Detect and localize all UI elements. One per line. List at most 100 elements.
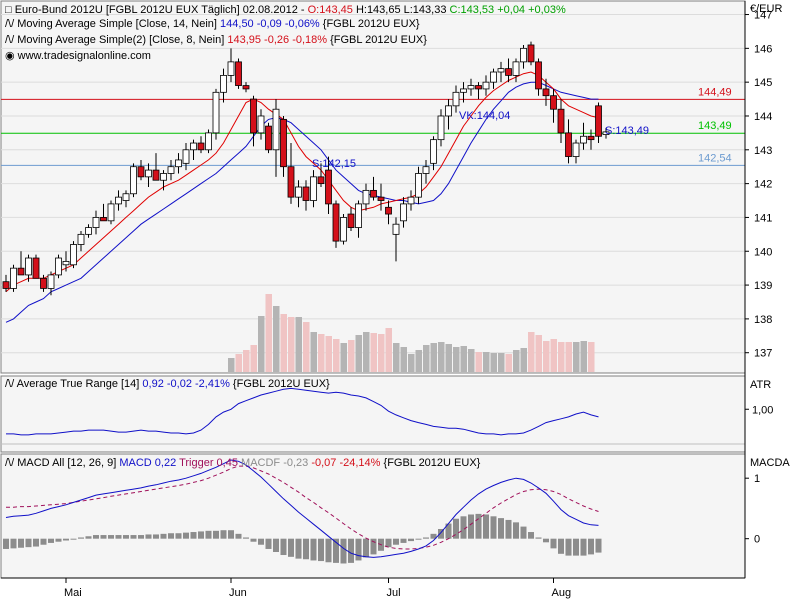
macdf-bar (63, 538, 69, 541)
candle-body (355, 203, 362, 228)
time-tick-label: Aug (552, 587, 572, 599)
macd-line (5, 459, 599, 558)
candle-body (475, 85, 482, 90)
atr-line (6, 387, 599, 436)
high-low-value: H:143,65 L:143,33 (356, 4, 450, 16)
macdf-bar (438, 529, 444, 539)
macdf-bar (273, 538, 279, 552)
candle-body (527, 44, 535, 63)
volume-bar (243, 350, 250, 372)
indicator-wave-icon: /\/ (5, 457, 15, 469)
volume-bar (520, 348, 527, 372)
macd-axis-label: MACDA (750, 457, 790, 469)
macdf-bar (325, 538, 332, 563)
macdf-bar (190, 532, 197, 539)
macdf-bar (198, 531, 204, 539)
volume-bar (490, 353, 497, 372)
atr-header: /\/ Average True Range [14] 0,92 -0,02 -… (5, 378, 330, 390)
macdf-bar (580, 538, 587, 556)
candle-body (115, 196, 122, 205)
candle-body (557, 108, 565, 134)
volume-bar (273, 306, 280, 372)
candle-body (340, 217, 347, 242)
candle-body (392, 223, 400, 235)
candle-body (602, 131, 610, 135)
indicator-wave-icon: /\/ (5, 18, 15, 30)
candle-body (497, 68, 505, 73)
macdf-bar (370, 538, 377, 555)
volume-bar (430, 343, 437, 372)
volume-bar (528, 332, 535, 372)
candle-body (482, 81, 490, 90)
candle-body (85, 227, 92, 235)
candle-body (385, 206, 392, 215)
macd-header: /\/ MACD All [12, 26, 9] MACD 0,22 Trigg… (5, 457, 481, 469)
candle-body (100, 217, 107, 222)
candle-body (235, 61, 242, 86)
trigger-value: Trigger 0,45 (179, 457, 238, 469)
volume-bar (258, 316, 265, 372)
macd-tick-label: 1 (754, 473, 760, 485)
candle-body (25, 257, 32, 276)
volume-bar (280, 314, 287, 372)
sma14-tail: {FGBL 2012U EUX} (323, 18, 420, 30)
volume-bar (550, 339, 557, 372)
volume-bars (228, 294, 595, 372)
volume-bar (325, 336, 332, 372)
volume-bar (438, 342, 445, 372)
macdf-bar (175, 533, 182, 539)
level-label-green: 143,49 (698, 120, 732, 132)
candle-body (242, 85, 250, 90)
candle-body (205, 132, 212, 151)
volume-bar (408, 354, 415, 372)
macdf-bar (355, 538, 362, 561)
website-label[interactable]: www.tradesignalonline.com (17, 50, 151, 62)
price-tick-label: 146 (754, 43, 772, 55)
support-annotation-2: S:143,49 (605, 125, 649, 137)
volume-bar (378, 334, 385, 372)
macdf-bar (160, 533, 167, 539)
candle-body (55, 257, 62, 276)
candle-body (400, 203, 407, 222)
macdf-bar (475, 513, 482, 539)
macdf-bar (70, 538, 77, 540)
vk-annotation: VK:144,04 (459, 110, 510, 122)
macdf-bar (393, 538, 399, 545)
chart-expand-icon[interactable]: □ (5, 4, 15, 16)
sma8-header: /\/ Moving Average Simple(2) [Close, 8, … (5, 34, 427, 46)
macdf-bar (310, 538, 317, 561)
macd-plot: 10 (3, 459, 760, 564)
macdf-bar (33, 538, 39, 547)
macdf-bar (93, 535, 99, 539)
candle-body (122, 193, 130, 201)
candle-body (415, 173, 422, 198)
volume-bar (483, 352, 490, 372)
candle-body (550, 95, 557, 110)
price-tick-label: 147 (754, 10, 772, 22)
trigger-line (6, 465, 599, 550)
price-gridlines (1, 14, 745, 354)
macdf-bar (288, 538, 294, 557)
macd-tail: {FGBL 2012U EUX} (384, 457, 481, 469)
currency-label: €/EUR (750, 3, 782, 15)
candle-body (190, 142, 197, 151)
macdf-bar (363, 538, 369, 558)
atr-plot: 1,00 (1, 387, 773, 445)
candle-body (47, 274, 55, 289)
candle-body (130, 166, 137, 195)
macd-value: MACD 0,22 (119, 457, 176, 469)
price-tick-label: 138 (754, 314, 772, 326)
macdf-bar (430, 533, 437, 539)
macd-panel (0, 453, 746, 579)
candle-body (490, 71, 497, 83)
volume-bar (415, 350, 422, 372)
volume-bar (228, 358, 235, 372)
volume-bar (573, 342, 580, 372)
candle-body (460, 88, 467, 93)
candle-body (512, 61, 520, 76)
macdf-bar (183, 532, 189, 539)
price-tick-label: 142 (754, 179, 772, 191)
macdf-bar (550, 538, 557, 549)
volume-bar (303, 322, 310, 372)
